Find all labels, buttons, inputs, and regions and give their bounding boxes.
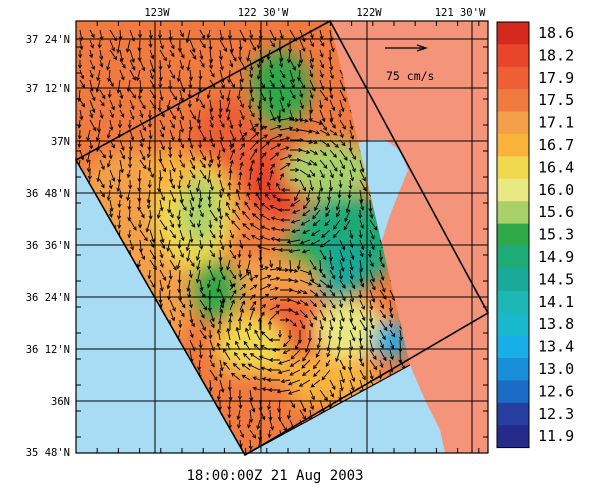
lat-label: 36 24'N [26, 292, 70, 304]
lat-label: 37 12'N [26, 83, 70, 95]
colorbar-label: 14.1 [538, 293, 574, 311]
colorbar-label: 13.0 [538, 360, 574, 378]
colorbar-label: 12.6 [538, 382, 574, 400]
colorbar-swatch [497, 179, 529, 202]
timestamp-label: 18:00:00Z 21 Aug 2003 [186, 468, 363, 484]
colorbar-swatch [497, 89, 529, 112]
colorbar-label: 16.4 [538, 158, 574, 176]
colorbar-label: 17.9 [538, 69, 574, 87]
scale-vector-label: 75 cm/s [386, 69, 434, 83]
colorbar-swatch [497, 246, 529, 269]
colorbar-label: 15.3 [538, 226, 574, 244]
colorbar-label: 18.6 [538, 24, 574, 42]
lat-label: 37 24'N [26, 34, 70, 46]
colorbar-swatch [497, 201, 529, 224]
colorbar-swatch [497, 336, 529, 359]
colorbar-swatch [497, 112, 529, 135]
colorbar-label: 14.9 [538, 248, 574, 266]
colorbar-swatch [497, 44, 529, 67]
colorbar-swatch [497, 425, 529, 448]
lat-label: 36 36'N [26, 240, 70, 252]
colorbar-label: 14.5 [538, 270, 574, 288]
colorbar-label: 18.2 [538, 46, 574, 64]
colorbar-label: 11.9 [538, 427, 574, 445]
lat-label: 37N [51, 136, 70, 148]
colorbar-label: 15.6 [538, 203, 574, 221]
colorbar-label: 17.5 [538, 91, 574, 109]
colorbar-label: 13.4 [538, 338, 574, 356]
colorbar-swatch [497, 224, 529, 247]
colorbar-swatch [497, 403, 529, 426]
colorbar-label: 12.3 [538, 405, 574, 423]
colorbar-swatch [497, 134, 529, 157]
latitude-labels: 37 24'N 37 12'N 37N 36 48'N 36 36'N 36 2… [26, 34, 70, 459]
lat-label: 36 48'N [26, 188, 70, 200]
colorbar-swatch [497, 291, 529, 314]
lat-label: 35 48'N [26, 447, 70, 459]
colorbar-swatch [497, 22, 529, 45]
colorbar-swatch [497, 313, 529, 336]
lon-label: 121 30'W [435, 7, 486, 19]
colorbar-swatch [497, 67, 529, 90]
colorbar-label: 17.1 [538, 114, 574, 132]
lat-label: 36 12'N [26, 344, 70, 356]
colorbar: 18.6 18.2 17.9 17.5 17.1 16.7 16.4 16.0 15.6 15.3… [497, 22, 574, 448]
lon-label: 122W [356, 7, 382, 19]
lon-label: 123W [144, 7, 170, 19]
lon-label: 122 30'W [238, 7, 289, 19]
colorbar-swatch [497, 380, 529, 403]
lat-label: 36N [51, 396, 70, 408]
colorbar-label: 16.0 [538, 181, 574, 199]
longitude-labels: 123W 122 30'W 122W 121 30'W [144, 7, 486, 19]
colorbar-swatch [497, 156, 529, 179]
colorbar-label: 13.8 [538, 315, 574, 333]
colorbar-swatch [497, 358, 529, 381]
colorbar-label: 16.7 [538, 136, 574, 154]
colorbar-swatch [497, 268, 529, 291]
